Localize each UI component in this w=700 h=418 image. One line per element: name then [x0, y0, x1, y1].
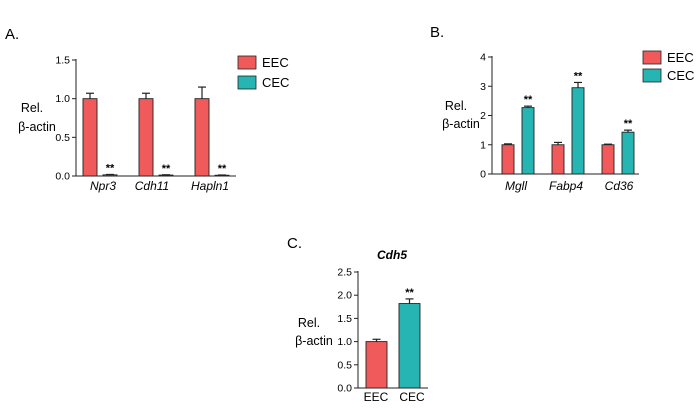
- panel-a-ylabel-line2: β-actin: [18, 120, 56, 134]
- y-tick-label: 0.5: [55, 132, 70, 144]
- bar: [82, 98, 98, 177]
- bar: [194, 98, 210, 177]
- panel-c-ylabel-line1: Rel.: [298, 316, 320, 330]
- bar: [138, 98, 154, 177]
- legend-label-cec: CEC: [667, 68, 694, 83]
- panel-c-chart: C. Cdh5 Rel. β-actin 0.0 0.5 1.0 1.5 2.0 2.5 *…: [287, 235, 428, 404]
- panel-c-ylabel-line2: β-actin: [295, 334, 333, 348]
- y-tick-label: 1.5: [337, 313, 352, 325]
- y-tick-label: 1.0: [337, 336, 352, 348]
- legend-swatch-eec: [237, 55, 257, 70]
- y-tick-label: 1: [480, 139, 486, 151]
- significance-label: **: [162, 163, 171, 175]
- x-category-label: CEC: [399, 390, 425, 404]
- significance-label: **: [574, 70, 583, 82]
- panel-a-legend: EEC CEC: [237, 55, 289, 90]
- y-tick-label: 0.0: [55, 171, 70, 183]
- panel-b-legend: EEC CEC: [642, 50, 694, 83]
- bar: [571, 87, 585, 175]
- bar: [398, 303, 421, 389]
- legend-label-cec: CEC: [262, 75, 289, 90]
- bar: [501, 144, 515, 175]
- legend-label-eec: EEC: [667, 50, 694, 65]
- panel-b-ylabel-line1: Rel.: [445, 99, 467, 113]
- legend-swatch-eec: [642, 50, 662, 65]
- bar: [621, 131, 635, 175]
- legend-swatch-cec: [642, 68, 662, 83]
- significance-label: **: [218, 163, 227, 175]
- y-tick-label: 1.0: [55, 93, 70, 105]
- y-tick-label: 2: [480, 110, 486, 122]
- bar: [521, 107, 535, 175]
- y-tick-label: 0.0: [337, 383, 352, 395]
- panel-a-chart: A. Rel. β-actin 0.0 0.5 1.0 1.5 ** ** ** Npr3 Cd…: [5, 26, 289, 193]
- x-category-label: Mgll: [505, 179, 527, 193]
- legend-label-eec: EEC: [262, 55, 289, 70]
- panel-c-label: C.: [287, 235, 302, 252]
- significance-label: **: [624, 118, 633, 130]
- bar: [365, 341, 388, 389]
- panel-b-ylabel-line2: β-actin: [442, 117, 480, 131]
- x-category-label: Hapln1: [191, 179, 229, 193]
- bar: [551, 144, 565, 175]
- x-category-label: Fabp4: [549, 179, 583, 193]
- x-category-label: Npr3: [90, 179, 116, 193]
- y-tick-label: 2.5: [337, 267, 352, 279]
- panel-a-label: A.: [5, 26, 19, 43]
- panel-a-ylabel-line1: Rel.: [21, 101, 43, 115]
- panel-c-title: Cdh5: [377, 248, 407, 262]
- y-tick-label: 2.0: [337, 290, 352, 302]
- x-category-label: EEC: [364, 390, 389, 404]
- x-category-label: Cd36: [605, 179, 634, 193]
- y-tick-label: 1.5: [55, 55, 70, 67]
- y-tick-label: 3: [480, 81, 486, 93]
- bar: [601, 144, 615, 175]
- y-tick-label: 0: [480, 169, 486, 181]
- legend-swatch-cec: [237, 75, 257, 90]
- significance-label: **: [106, 162, 115, 174]
- significance-label: **: [405, 287, 414, 299]
- y-tick-label: 4: [480, 52, 486, 64]
- panel-b-chart: B. Rel. β-actin 0 1 2 3 4 ** ** ** Mgll Fabp4 Cd36…: [430, 24, 694, 193]
- significance-label: **: [524, 94, 533, 106]
- panel-b-label: B.: [430, 24, 444, 41]
- y-tick-label: 0.5: [337, 359, 352, 371]
- x-category-label: Cdh11: [135, 179, 169, 193]
